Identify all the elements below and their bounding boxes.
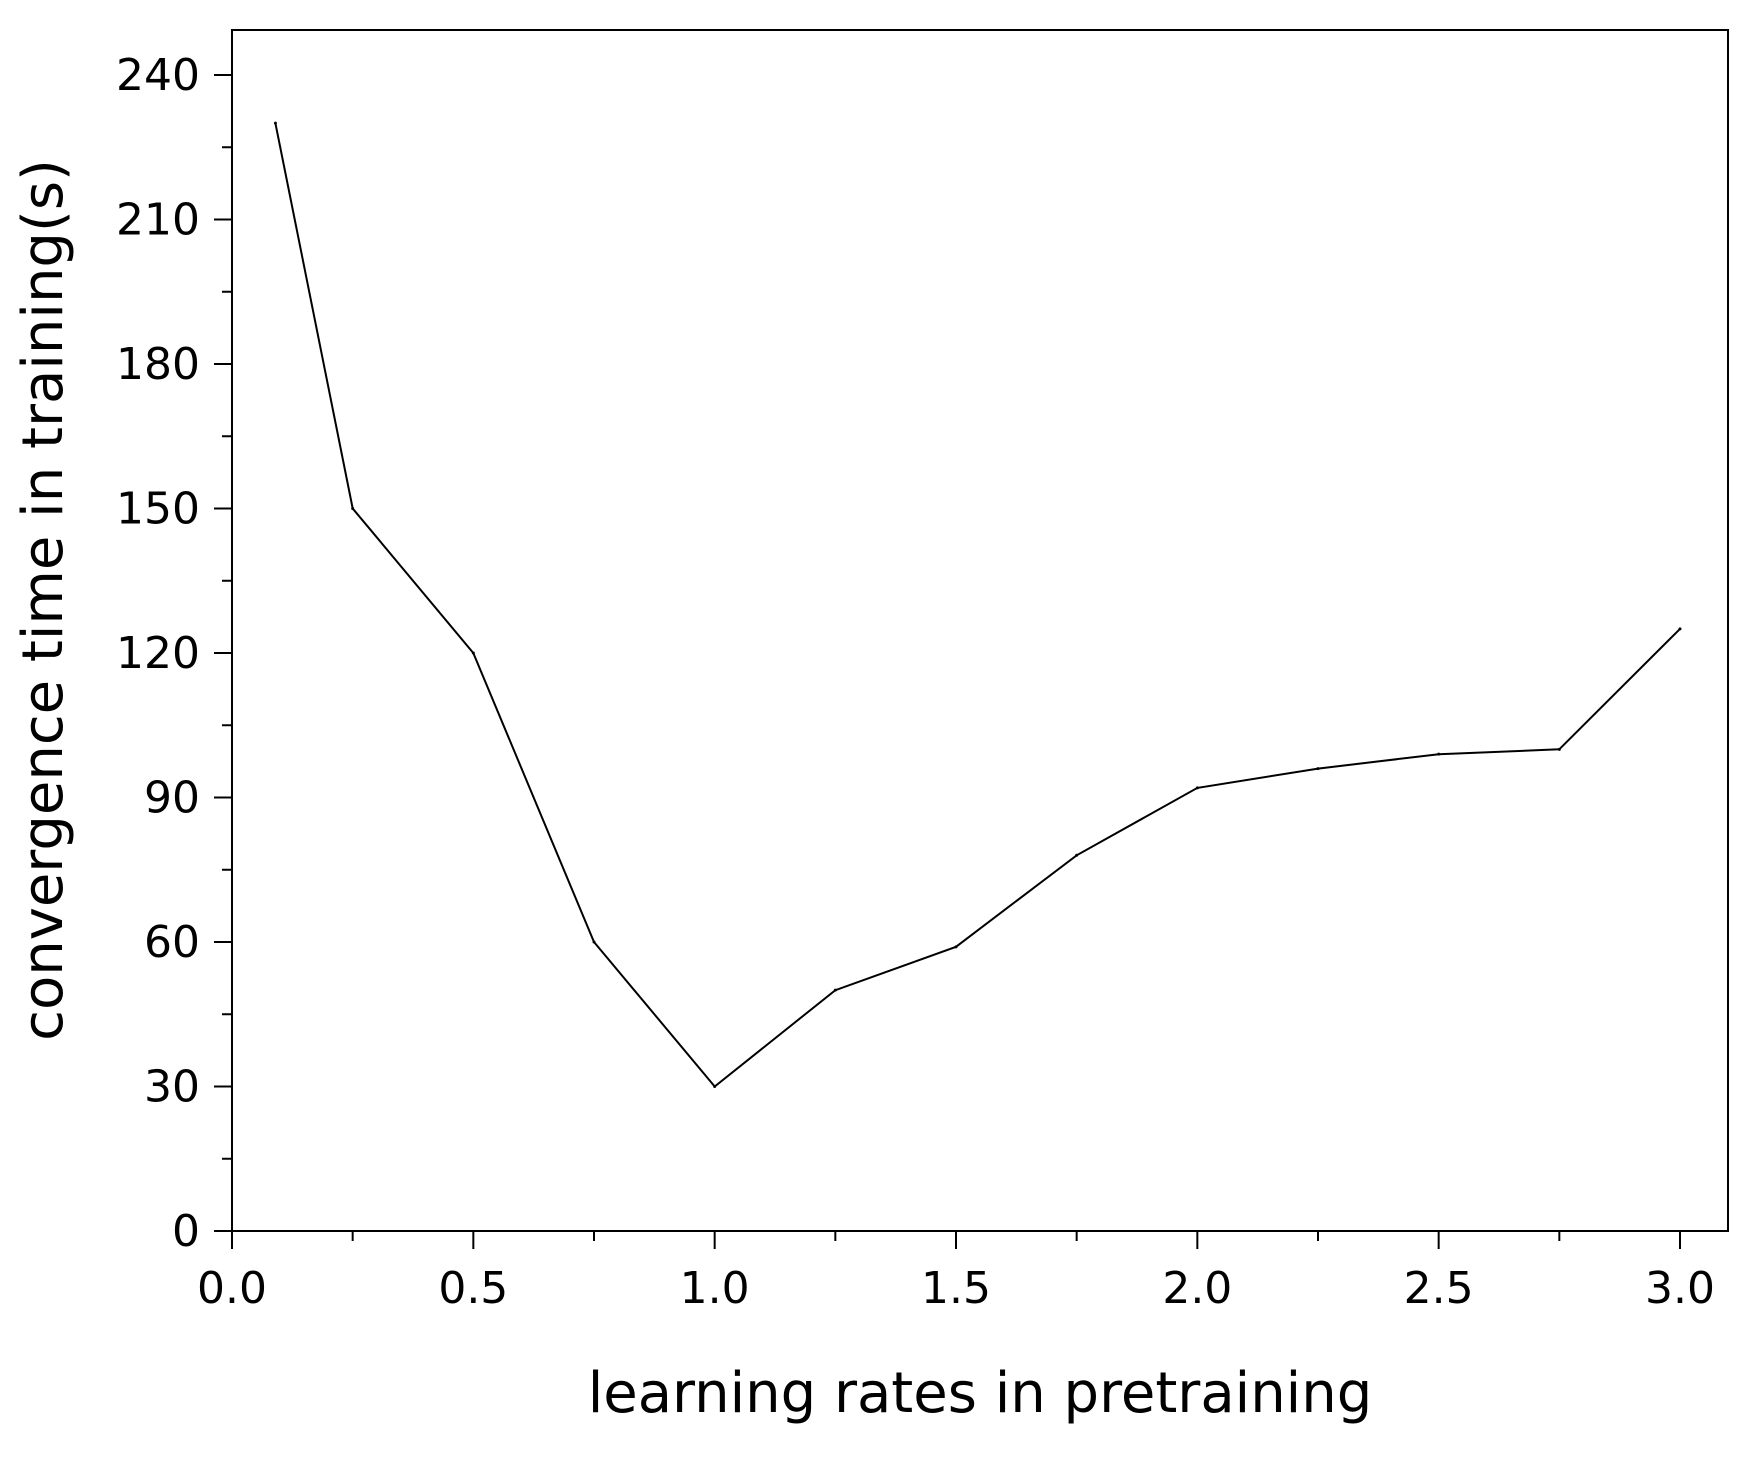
data-point bbox=[954, 945, 958, 949]
y-tick-label: 60 bbox=[144, 917, 200, 968]
y-tick-label: 240 bbox=[116, 50, 200, 101]
data-point bbox=[1075, 853, 1079, 857]
data-point bbox=[273, 121, 277, 125]
plot-frame bbox=[231, 29, 1729, 1232]
series-line bbox=[274, 123, 1681, 1088]
y-tick-label: 30 bbox=[144, 1062, 200, 1113]
x-tick-label: 3.0 bbox=[1645, 1263, 1715, 1314]
data-point bbox=[1195, 786, 1199, 790]
data-point bbox=[833, 988, 837, 992]
y-axis-label: convergence time in training(s) bbox=[11, 159, 76, 1041]
data-point bbox=[351, 507, 355, 510]
data-point bbox=[1678, 627, 1682, 631]
x-tick-label: 2.5 bbox=[1404, 1263, 1474, 1314]
y-tick-label: 180 bbox=[116, 339, 200, 390]
x-tick-label: 0.0 bbox=[197, 1263, 267, 1314]
data-point bbox=[471, 651, 475, 655]
y-tick-label: 150 bbox=[116, 484, 200, 535]
y-tick-label: 0 bbox=[172, 1206, 200, 1257]
x-tick-label: 1.0 bbox=[680, 1263, 750, 1314]
x-axis: 0.0 0.5 1.0 1.5 2.0 2.5 3.0 bbox=[197, 1231, 1715, 1314]
x-axis-label: learning rates in pretraining bbox=[588, 1361, 1373, 1426]
series-layer bbox=[273, 121, 1682, 1088]
data-point bbox=[713, 1085, 717, 1088]
y-tick-label: 210 bbox=[116, 195, 200, 246]
y-tick-label: 90 bbox=[144, 773, 200, 824]
data-point bbox=[1557, 747, 1561, 751]
data-point bbox=[592, 940, 596, 944]
x-tick-label: 1.5 bbox=[921, 1263, 991, 1314]
x-tick-label: 0.5 bbox=[438, 1263, 508, 1314]
x-tick-label: 2.0 bbox=[1162, 1263, 1232, 1314]
data-point bbox=[1437, 752, 1441, 756]
data-point bbox=[1316, 767, 1320, 771]
y-axis: 0 30 60 90 120 150 180 210 240 bbox=[116, 50, 232, 1257]
y-tick-label: 120 bbox=[116, 628, 200, 679]
